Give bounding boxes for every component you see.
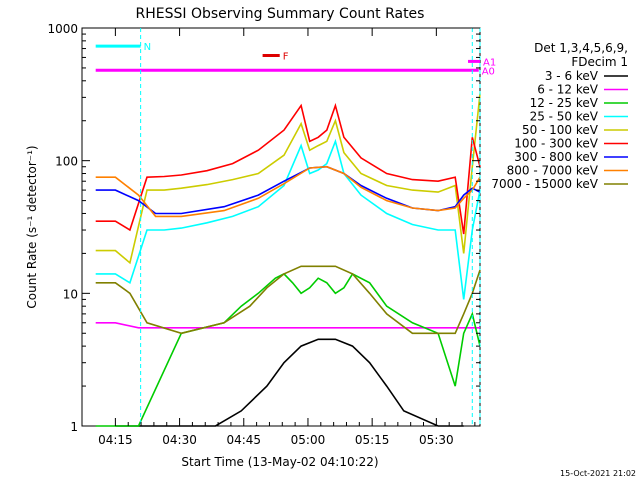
footer-timestamp: 15-Oct-2021 21:02 xyxy=(560,469,636,478)
y-tick-label: 1 xyxy=(70,420,78,434)
legend-label-3: 12 - 25 keV xyxy=(530,96,599,110)
legend-label-2: 6 - 12 keV xyxy=(537,83,599,97)
series-line-8 xyxy=(95,165,481,218)
x-axis-label: Start Time (13-May-02 04:10:22) xyxy=(181,455,378,469)
chart-title: RHESSI Observing Summary Count Rates xyxy=(136,6,425,22)
legend-label-4: 25 - 50 keV xyxy=(530,110,599,124)
y-tick-label: 100 xyxy=(55,155,78,169)
annotation-label-A0: A0 xyxy=(482,66,495,77)
series-line-5 xyxy=(95,93,481,265)
legend-label-6: 100 - 300 keV xyxy=(514,137,598,151)
legend-header-line-2: FDecim 1 xyxy=(571,55,628,69)
legend-label-9: 7000 - 15000 keV xyxy=(491,177,598,191)
x-tick-label: 04:15 xyxy=(98,433,133,447)
annotation-label-A1: A1 xyxy=(483,57,496,68)
y-axis-label: Count Rate (s⁻¹ detector⁻¹) xyxy=(25,145,39,308)
legend-label-5: 50 - 100 keV xyxy=(522,123,599,137)
x-tick-label: 05:15 xyxy=(355,433,390,447)
series-line-2 xyxy=(95,321,480,329)
x-tick-label: 04:30 xyxy=(162,433,197,447)
x-axis-ticks: 04:15 04:30 04:45 05:00 05:15 05:30 xyxy=(98,28,476,447)
series-line-9 xyxy=(95,265,481,335)
y-tick-label: 10 xyxy=(63,287,78,301)
legend-label-7: 300 - 800 keV xyxy=(514,150,598,164)
y-tick-label: 1000 xyxy=(47,22,78,36)
legend-header-line-1: Det 1,3,4,5,6,9, xyxy=(534,41,628,55)
annotation-label-F: F xyxy=(283,52,289,63)
legend-label-8: 800 - 7000 keV xyxy=(507,164,599,178)
series-line-4 xyxy=(95,138,481,300)
series-layer xyxy=(95,93,481,427)
series-line-6 xyxy=(95,102,481,235)
x-tick-label: 05:30 xyxy=(419,433,454,447)
legend-label-1: 3 - 6 keV xyxy=(545,69,599,83)
series-line-3 xyxy=(95,272,481,427)
series-line-1 xyxy=(115,338,464,427)
x-tick-label: 05:00 xyxy=(291,433,326,447)
x-tick-label: 04:45 xyxy=(226,433,261,447)
y-axis-ticks: 1 10 100 1000 xyxy=(47,22,480,434)
annotation-label-N: N xyxy=(144,42,151,53)
